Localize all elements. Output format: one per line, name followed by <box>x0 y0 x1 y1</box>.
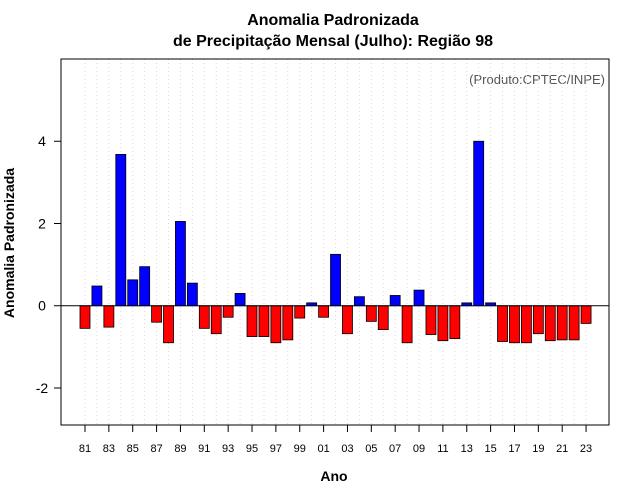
bar-07 <box>389 295 401 307</box>
bar-96 <box>258 305 270 337</box>
bar-10 <box>425 305 437 335</box>
bar-21 <box>556 305 568 341</box>
bar-18 <box>521 305 532 344</box>
x-tick-label: 83 <box>103 443 115 455</box>
x-tick-label: 81 <box>79 443 91 455</box>
bar-83 <box>103 305 115 328</box>
bar-16 <box>497 305 508 342</box>
x-tick-label: 89 <box>174 443 186 455</box>
bar-14 <box>473 140 485 307</box>
x-tick-label: 19 <box>532 443 544 455</box>
bar-95 <box>246 305 258 337</box>
bar-11 <box>437 305 449 342</box>
plot-frame <box>60 58 610 426</box>
bar-87 <box>151 305 162 323</box>
bar-12 <box>449 305 461 340</box>
bar-92 <box>210 305 222 335</box>
bar-23 <box>580 305 592 324</box>
bars <box>79 140 592 344</box>
x-tick-label: 87 <box>150 443 162 455</box>
x-tick-label: 15 <box>484 443 496 455</box>
bar-09 <box>413 289 425 307</box>
x-tick-label: 97 <box>270 443 282 455</box>
x-tick-label: 11 <box>437 443 448 455</box>
bar-88 <box>163 305 174 344</box>
bar-86 <box>139 266 151 307</box>
y-axis: -2 0 2 4 <box>36 133 61 396</box>
bar-22 <box>568 305 580 341</box>
bar-01 <box>318 305 330 318</box>
x-tick-label: 03 <box>341 443 353 455</box>
x-tick-label: 99 <box>294 443 306 455</box>
x-axis: 81 83 85 87 89 91 93 95 97 99 01 03 05 07 09 11 13 15 17 19… <box>79 425 592 455</box>
y-tick-label: 0 <box>38 298 46 314</box>
bar-91 <box>198 305 210 329</box>
y-tick-label: -2 <box>36 380 49 396</box>
product-credit: (Produto:CPTEC/INPE) <box>469 72 605 87</box>
bar-81 <box>79 305 91 329</box>
bar-04 <box>353 296 365 307</box>
bar-06 <box>377 305 389 330</box>
bar-85 <box>127 279 139 307</box>
bar-99 <box>294 305 306 319</box>
bar-05 <box>365 305 377 322</box>
x-tick-label: 93 <box>222 443 234 455</box>
x-tick-label: 13 <box>461 443 473 455</box>
x-tick-label: 91 <box>198 443 210 455</box>
bar-08 <box>401 305 413 344</box>
x-tick-label: 95 <box>246 443 258 455</box>
chart-subtitle: de Precipitação Mensal (Julho): Região 9… <box>173 33 493 50</box>
bar-02 <box>330 253 341 307</box>
x-tick-label: 09 <box>413 443 425 455</box>
x-tick-label: 05 <box>365 443 377 455</box>
x-tick-label: 23 <box>580 443 592 455</box>
chart-title: Anomalia Padronizada <box>247 12 419 29</box>
bar-94 <box>234 293 246 307</box>
x-tick-label: 01 <box>317 443 329 455</box>
bar-93 <box>222 305 234 318</box>
grid-lines <box>84 59 587 425</box>
bar-82 <box>91 285 103 307</box>
x-axis-label: Ano <box>320 468 347 484</box>
bar-19 <box>532 305 544 335</box>
x-tick-label: 85 <box>127 443 139 455</box>
bar-90 <box>186 282 198 307</box>
y-axis-label: Anomalia Padronizada <box>1 168 17 318</box>
bar-17 <box>509 305 520 344</box>
x-tick-label: 21 <box>556 443 568 455</box>
bar-89 <box>175 221 186 307</box>
bar-03 <box>342 305 353 335</box>
x-tick-label: 17 <box>508 443 520 455</box>
y-tick-label: 2 <box>38 215 46 231</box>
x-tick-label: 07 <box>389 443 401 455</box>
bar-97 <box>270 305 282 344</box>
bar-98 <box>282 305 294 341</box>
bar-84 <box>115 154 127 307</box>
y-tick-label: 4 <box>38 133 46 149</box>
bar-20 <box>544 305 556 342</box>
